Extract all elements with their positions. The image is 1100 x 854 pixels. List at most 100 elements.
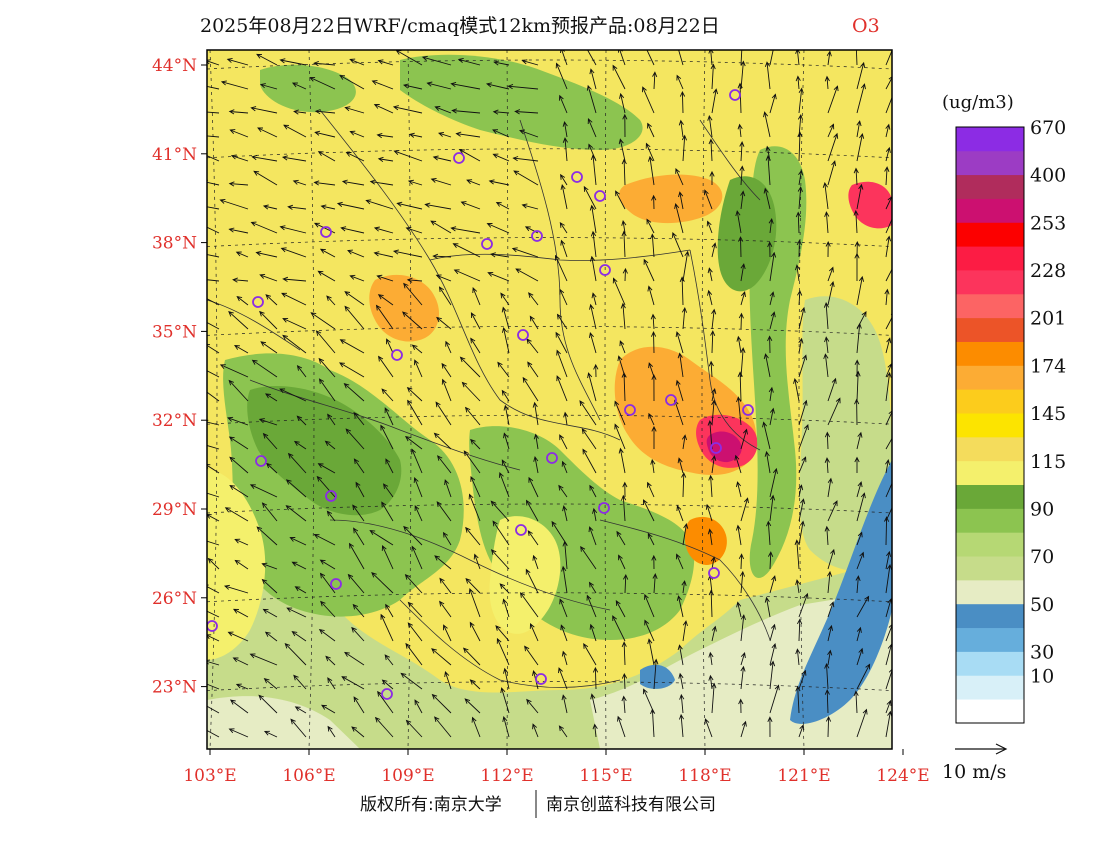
wind-vector [430, 220, 452, 234]
wind-vector [396, 201, 423, 210]
wind-vector [485, 82, 510, 90]
wind-vector [469, 621, 481, 642]
wind-vector [798, 337, 804, 354]
wind-vector [433, 432, 452, 450]
wind-vector [327, 413, 336, 426]
wind-vector [492, 109, 510, 115]
colorbar-segment [956, 222, 1024, 247]
wind-vector [256, 53, 278, 66]
wind-vector [708, 674, 714, 690]
wind-vector [711, 388, 717, 402]
wind-vector [348, 542, 365, 570]
wind-vector [207, 226, 220, 234]
sea-blue-area [790, 460, 892, 724]
wind-vector [287, 452, 307, 474]
wind-vector [675, 379, 684, 402]
colorbar-segment [956, 341, 1024, 366]
wind-vector [262, 608, 278, 618]
wind-vector [457, 57, 481, 66]
wind-vector [556, 313, 568, 330]
wind-vector [681, 472, 687, 498]
wind-vector [285, 479, 307, 498]
wind-vector [704, 718, 713, 738]
wind-vector [737, 123, 743, 138]
wind-vector [612, 64, 626, 90]
wind-vector [827, 548, 836, 570]
wind-vector [470, 438, 481, 450]
wind-vector [207, 370, 220, 378]
wind-vector [619, 340, 626, 354]
wind-vector [313, 180, 336, 186]
wind-vector [439, 600, 452, 618]
wind-vector [263, 730, 278, 738]
wind-vector [885, 506, 892, 522]
wind-vector [767, 241, 773, 258]
wind-vector [470, 337, 481, 354]
colorbar-label: 115 [1030, 451, 1066, 473]
wind-vector [650, 708, 656, 738]
wind-vector [853, 209, 859, 234]
wind-vector [793, 377, 800, 402]
wind-vector [675, 167, 684, 186]
wind-vector [501, 459, 510, 474]
wind-vector [402, 311, 423, 330]
wind-vector [441, 378, 452, 402]
wind-vector [528, 292, 539, 306]
wind-vector [885, 550, 892, 570]
colorbar-label: 70 [1030, 546, 1054, 568]
colorbar-segment [956, 699, 1024, 724]
wind-vector [380, 613, 394, 642]
wind-vector [612, 277, 626, 306]
wind-vector [492, 520, 510, 546]
wind-vector [519, 592, 539, 618]
colorbar-segment [956, 246, 1024, 271]
wind-vector [493, 60, 510, 66]
city-station-marker [517, 329, 529, 341]
wind-vector [291, 631, 307, 642]
wind-vector [824, 75, 830, 90]
wind-vector [679, 276, 685, 306]
wind-vector [296, 364, 307, 378]
wind-vector [705, 503, 713, 522]
lon-gridline [896, 50, 903, 749]
wind-vector [827, 570, 833, 594]
wind-vector [645, 142, 655, 162]
wind-vector [769, 684, 780, 714]
wind-vector [377, 59, 394, 66]
colorbar-label: 145 [1030, 403, 1066, 425]
wind-vector [207, 135, 220, 138]
yellow-sea-green [717, 176, 777, 292]
wind-vector [314, 130, 336, 138]
wind-vector [345, 428, 365, 450]
wind-vector [737, 82, 743, 114]
wind-vector [708, 138, 714, 162]
lon-label: 103°E [183, 766, 236, 786]
wind-vector [855, 575, 861, 594]
wind-vector [794, 539, 800, 570]
map-title: 2025年08月22日WRF/cmaq模式12km预报产品:08月22日 [200, 15, 720, 37]
wind-vector [824, 431, 830, 450]
wind-vector [309, 76, 336, 90]
wind-vector [711, 242, 717, 258]
lon-gridline [604, 50, 607, 749]
wind-vector [434, 106, 452, 114]
city-station-marker [252, 296, 264, 308]
wind-vector [511, 247, 539, 258]
wind-vector [472, 287, 481, 306]
wind-vector [764, 61, 771, 90]
wind-vector [711, 88, 719, 114]
wind-vector [465, 526, 481, 546]
wind-vector [679, 90, 686, 114]
wind-vector [825, 715, 832, 738]
wind-vector [526, 698, 539, 714]
city-station-marker [546, 452, 558, 464]
wind-vector [314, 109, 336, 115]
wind-vector [763, 353, 771, 378]
wind-vector [349, 274, 365, 282]
colorbar-segment [956, 532, 1024, 557]
wind-vector [384, 407, 394, 426]
wind-vector [327, 677, 336, 690]
colorbar-label: 400 [1030, 165, 1066, 187]
colorbar-segment [956, 436, 1024, 462]
wind-vector [682, 250, 690, 282]
